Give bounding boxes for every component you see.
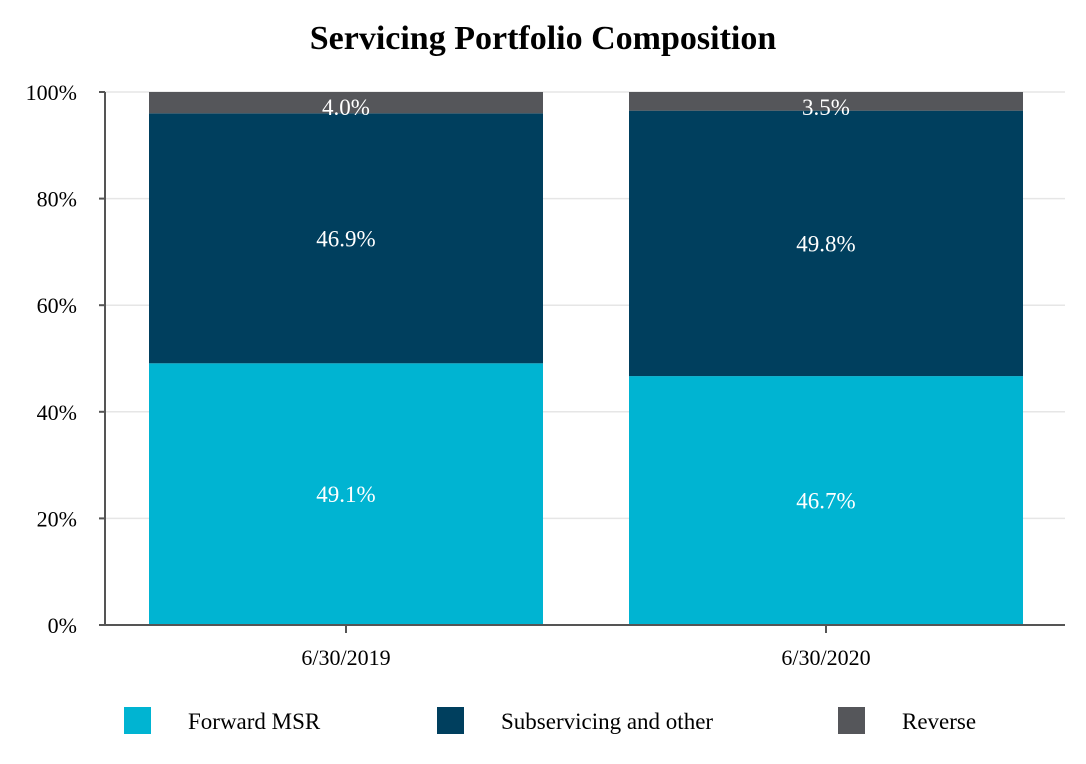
legend-label: Reverse bbox=[902, 709, 976, 734]
legend-label: Forward MSR bbox=[188, 709, 321, 734]
bars: 49.1% 46.9% 4.0% 46.7% 49.8% 3.5% bbox=[149, 92, 1023, 625]
bar-segment bbox=[629, 92, 1023, 111]
y-tick-label: 60% bbox=[37, 293, 77, 318]
x-tick-label: 6/30/2019 bbox=[301, 645, 390, 670]
x-tick-label: 6/30/2020 bbox=[781, 645, 870, 670]
axes: 0% 20% 40% 60% 80% 100% 6/30/2019 6/30/2020 bbox=[26, 80, 1065, 670]
data-label: 3.5% bbox=[802, 95, 850, 120]
data-label: 46.7% bbox=[796, 489, 855, 514]
y-tick-label: 20% bbox=[37, 506, 77, 531]
chart-title: Servicing Portfolio Composition bbox=[310, 20, 777, 57]
data-label: 4.0% bbox=[322, 95, 370, 120]
bar-segment bbox=[629, 110, 1023, 377]
bar-segment bbox=[629, 376, 1023, 625]
legend-swatch bbox=[838, 707, 865, 734]
legend-label: Subservicing and other bbox=[501, 709, 713, 734]
y-tick-label: 40% bbox=[37, 400, 77, 425]
data-label: 49.8% bbox=[796, 231, 855, 256]
data-label: 46.9% bbox=[316, 226, 375, 251]
data-label: 49.1% bbox=[316, 482, 375, 507]
legend-swatch bbox=[437, 707, 464, 734]
bar-segment bbox=[149, 363, 543, 625]
bar-segment bbox=[149, 113, 543, 364]
y-tick-label: 80% bbox=[37, 187, 77, 212]
legend-swatch bbox=[124, 707, 151, 734]
legend: Forward MSR Subservicing and other Reverse bbox=[124, 707, 976, 734]
bar-segment bbox=[149, 92, 543, 114]
y-tick-label: 100% bbox=[26, 80, 77, 105]
y-tick-label: 0% bbox=[48, 613, 77, 638]
